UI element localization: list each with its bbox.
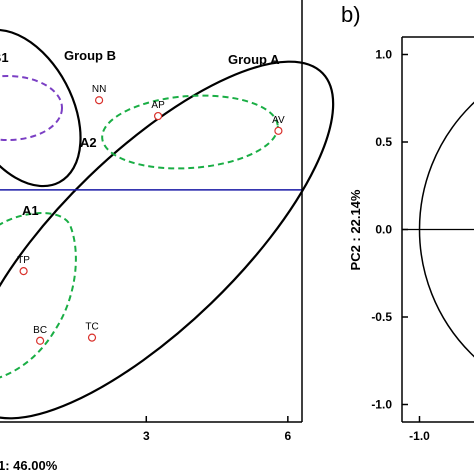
point-label-tc: TC <box>85 322 98 333</box>
panel-b-letter: b) <box>341 2 361 27</box>
b1-subgroup-ellipse <box>0 75 63 141</box>
point-label-nn: NN <box>92 84 106 95</box>
panel-b-y-tick-label: -1.0 <box>371 398 392 412</box>
a1-label: A1 <box>22 203 39 218</box>
a1-subgroup-outline <box>0 212 77 379</box>
panel-b-y-axis-title: PC2 : 22.14% <box>348 189 363 270</box>
panel-a-x-tick-label: 3 <box>143 429 150 443</box>
panel-a-x-axis-title: 1: 46.00% <box>0 458 58 473</box>
point-label-ap: AP <box>151 100 165 111</box>
point-label-bc: BC <box>33 325 47 336</box>
group-b-label: Group B <box>64 48 116 63</box>
panel-a-x-tick-label: 6 <box>285 429 292 443</box>
b1-label: B1 <box>0 50 9 65</box>
panel-b-x-tick-label: -1.0 <box>409 429 430 443</box>
panel-a-points: NN AP AV TP BC TC <box>17 84 285 345</box>
point-marker-bc <box>36 336 45 345</box>
point-marker-av <box>274 126 283 135</box>
panel-b-y-tick-label: 1.0 <box>375 48 392 62</box>
point-marker-ap <box>153 111 163 121</box>
point-label-tp: TP <box>17 255 30 266</box>
group-a-label: Group A <box>228 52 280 67</box>
panel-b-y-ticks: 1.0 0.5 0.0 -0.5 -1.0 <box>371 48 408 412</box>
a2-label: A2 <box>80 135 97 150</box>
panel-b-x-ticks: -1.0 <box>409 416 430 443</box>
panel-b: b) 1.0 0.5 0.0 -0.5 -1.0 -1.0 PC2 : 22.14% <box>341 2 474 443</box>
group-b-ellipse <box>0 28 82 188</box>
point-marker-tp <box>19 267 28 276</box>
panel-b-y-tick-label: -0.5 <box>371 310 392 324</box>
point-marker-tc <box>87 333 97 342</box>
a2-subgroup-ellipse <box>101 94 279 170</box>
point-marker-nn <box>94 96 104 105</box>
group-a-ellipse <box>0 60 335 420</box>
point-label-av: AV <box>272 115 285 126</box>
panel-b-y-tick-label: 0.5 <box>375 135 392 149</box>
panel-b-y-tick-label: 0.0 <box>375 223 392 237</box>
